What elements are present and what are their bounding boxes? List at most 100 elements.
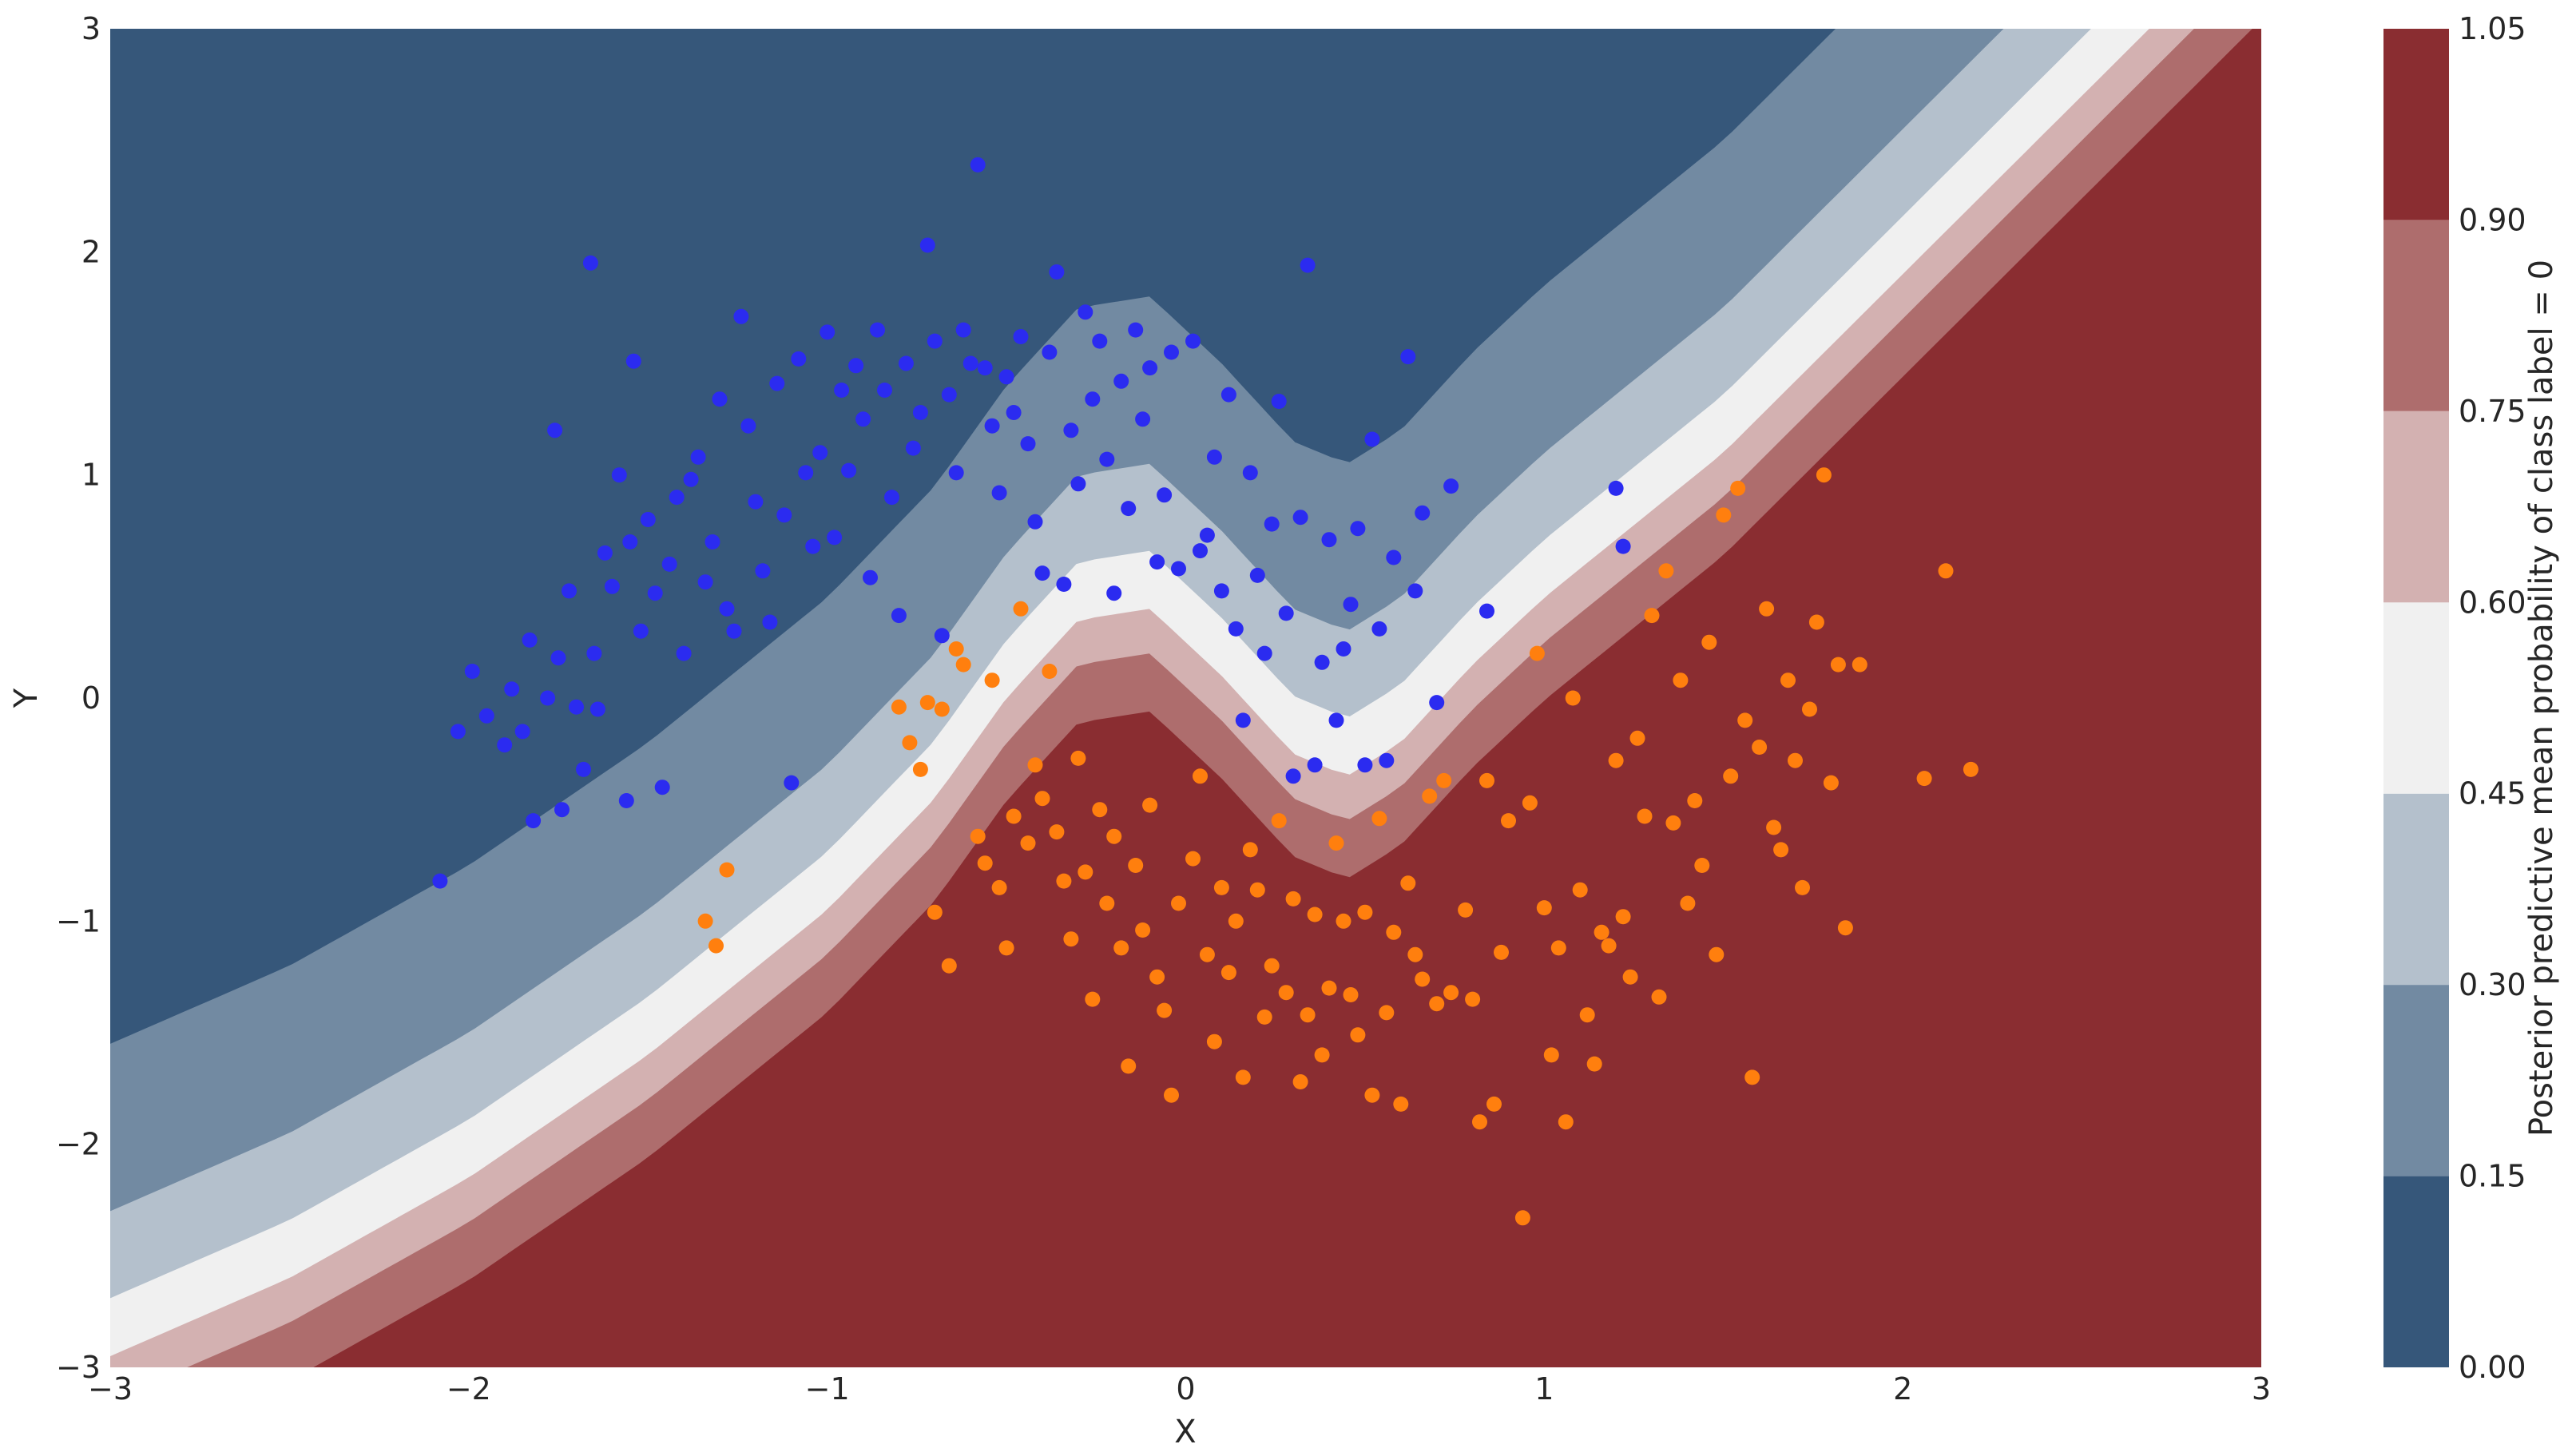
scatter-point <box>1802 701 1817 717</box>
scatter-point <box>1916 771 1932 787</box>
scatter-point <box>884 490 899 506</box>
scatter-point <box>941 387 957 403</box>
scatter-point <box>841 462 857 478</box>
scatter-point <box>1651 989 1667 1005</box>
scatter-point <box>432 873 448 889</box>
scatter-point <box>1149 969 1165 985</box>
scatter-point <box>1465 991 1481 1007</box>
colorbar-band <box>2383 220 2449 411</box>
scatter-point <box>1328 835 1344 851</box>
scatter-point <box>1042 664 1058 679</box>
scatter-point <box>582 255 598 271</box>
scatter-point <box>970 157 986 173</box>
scatter-point <box>719 862 735 878</box>
scatter-point <box>1063 931 1079 947</box>
scatter-point <box>697 913 713 929</box>
scatter-point <box>1364 1087 1380 1103</box>
scatter-point <box>769 375 785 391</box>
scatter-point <box>1314 1047 1330 1063</box>
scatter-point <box>948 465 964 481</box>
scatter-point <box>1773 842 1789 858</box>
scatter-point <box>1429 996 1445 1012</box>
scatter-point <box>1795 879 1810 895</box>
scatter-point <box>1278 605 1294 621</box>
scatter-point <box>798 465 814 481</box>
scatter-point <box>1242 842 1258 858</box>
scatter-point <box>1157 1002 1173 1018</box>
scatter-point <box>991 485 1007 501</box>
scatter-point <box>1379 752 1395 768</box>
scatter-point <box>1837 920 1853 936</box>
scatter-point <box>1142 360 1158 376</box>
scatter-point <box>863 569 878 585</box>
scatter-point <box>919 695 935 711</box>
scatter-point <box>676 645 692 661</box>
y-tick-label: −2 <box>56 1127 101 1162</box>
scatter-point <box>540 690 556 706</box>
scatter-point <box>1550 940 1566 956</box>
scatter-point <box>1228 913 1244 929</box>
y-tick-label: 1 <box>81 458 101 493</box>
scatter-point <box>1113 373 1129 389</box>
scatter-point <box>633 623 649 639</box>
scatter-point <box>812 445 828 461</box>
scatter-point <box>1479 772 1494 788</box>
scatter-point <box>870 322 885 338</box>
x-axis-ticks: −3 −2 −1 0 1 2 3 <box>88 1371 2271 1406</box>
scatter-point <box>1249 567 1265 583</box>
scatter-point <box>919 237 935 253</box>
y-axis-label: Y <box>8 688 45 708</box>
scatter-point <box>1128 322 1144 338</box>
colorbar-tick-label: 1.05 <box>2459 11 2526 46</box>
scatter-point <box>1199 946 1215 962</box>
scatter-point <box>1501 813 1516 829</box>
scatter-point <box>1321 980 1337 996</box>
scatter-point <box>1264 958 1280 974</box>
scatter-point <box>1514 1210 1530 1226</box>
scatter-point <box>1393 1096 1409 1112</box>
scatter-point <box>848 358 864 374</box>
scatter-point <box>991 879 1007 895</box>
scatter-point <box>669 490 685 506</box>
scatter-point <box>526 813 542 829</box>
scatter-point <box>1078 304 1093 320</box>
scatter-point <box>984 418 1000 434</box>
scatter-point <box>1565 690 1581 706</box>
x-tick-label: −3 <box>88 1371 133 1406</box>
scatter-point <box>1443 985 1459 1001</box>
contour-bands <box>110 29 2261 1367</box>
scatter-point <box>1472 1114 1487 1130</box>
scatter-point <box>683 471 699 487</box>
scatter-point <box>1213 879 1229 895</box>
scatter-point <box>1336 641 1351 657</box>
scatter-point <box>1171 895 1186 911</box>
scatter-point <box>1256 645 1272 661</box>
scatter-point <box>902 735 918 751</box>
scatter-point <box>1752 740 1768 755</box>
scatter-point <box>586 645 602 661</box>
scatter-point <box>1780 672 1796 688</box>
scatter-point <box>1529 645 1545 661</box>
scatter-point <box>1788 752 1803 768</box>
scatter-point <box>1415 971 1431 987</box>
scatter-point <box>1443 478 1459 494</box>
colorbar-band <box>2383 411 2449 603</box>
scatter-point <box>1220 387 1236 403</box>
scatter-point <box>1070 476 1086 492</box>
scatter-point <box>912 405 928 420</box>
scatter-point <box>1328 712 1344 728</box>
scatter-point <box>1494 944 1509 960</box>
scatter-point <box>740 418 756 434</box>
scatter-point <box>1486 1096 1502 1112</box>
scatter-point <box>1766 819 1782 835</box>
scatter-point <box>1665 815 1681 831</box>
x-tick-label: 2 <box>1893 1371 1912 1406</box>
scatter-point <box>1185 333 1201 349</box>
scatter-point <box>1292 510 1308 526</box>
scatter-point <box>891 608 907 624</box>
scatter-point <box>514 724 530 740</box>
scatter-point <box>1852 657 1867 672</box>
scatter-point <box>755 563 771 579</box>
scatter-point <box>941 958 957 974</box>
scatter-point <box>1343 987 1359 1002</box>
